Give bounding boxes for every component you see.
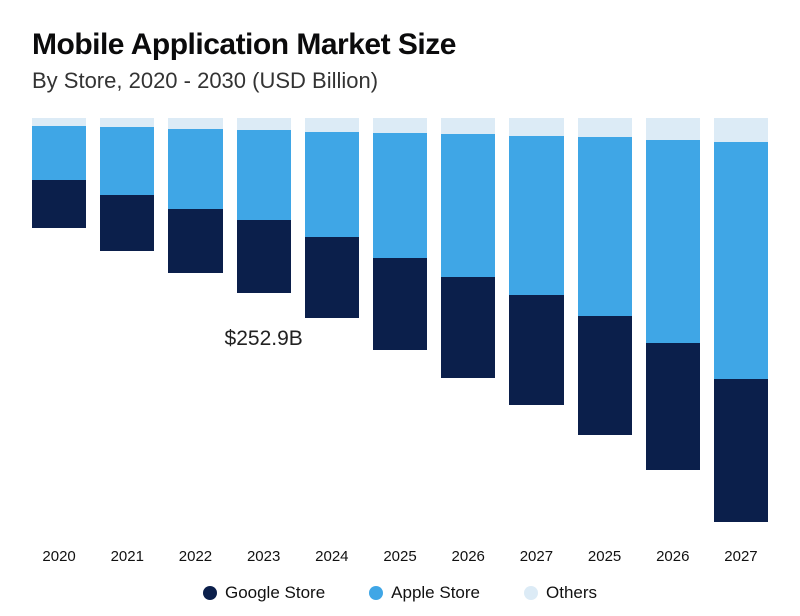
bar-segment-others bbox=[646, 118, 700, 140]
bars-container: $252.9B bbox=[32, 118, 768, 538]
chart-title: Mobile Application Market Size bbox=[32, 28, 768, 62]
bar-segment-apple bbox=[578, 137, 632, 317]
bar-segment-google bbox=[578, 316, 632, 435]
bar-segment-apple bbox=[441, 134, 495, 276]
bar bbox=[578, 118, 632, 435]
bar bbox=[168, 118, 222, 273]
bar-segment-others bbox=[441, 118, 495, 134]
x-axis-labels: 2020 2021 2022 2023 2024 2025 2026 2027 2025 2026… bbox=[32, 548, 768, 565]
bar bbox=[100, 118, 154, 251]
bar-segment-google bbox=[373, 258, 427, 349]
bar-segment-apple bbox=[168, 129, 222, 209]
bar-segment-others bbox=[32, 118, 86, 126]
callout-label: $252.9B bbox=[225, 327, 303, 351]
legend-label: Others bbox=[546, 583, 597, 603]
bar-segment-apple bbox=[305, 132, 359, 237]
bar bbox=[714, 118, 768, 522]
bar-segment-google bbox=[305, 237, 359, 318]
bar-segment-others bbox=[578, 118, 632, 137]
chart-subtitle: By Store, 2020 - 2030 (USD Billion) bbox=[32, 68, 768, 94]
x-tick-label: 2024 bbox=[305, 548, 359, 565]
bar-segment-apple bbox=[714, 142, 768, 379]
x-tick-label: 2025 bbox=[373, 548, 427, 565]
bar-segment-apple bbox=[373, 133, 427, 258]
bar-segment-others bbox=[509, 118, 563, 136]
bar bbox=[646, 118, 700, 470]
bar-segment-google bbox=[168, 209, 222, 273]
x-tick-label: 2023 bbox=[237, 548, 291, 565]
bar-column bbox=[373, 118, 427, 538]
bar-segment-google bbox=[714, 379, 768, 521]
x-tick-label: 2026 bbox=[646, 548, 700, 565]
bar-column: $252.9B bbox=[237, 118, 291, 538]
bar-segment-others bbox=[100, 118, 154, 127]
bar bbox=[441, 118, 495, 378]
legend-item: Apple Store bbox=[369, 583, 480, 603]
legend-label: Google Store bbox=[225, 583, 325, 603]
bar-segment-others bbox=[168, 118, 222, 129]
bar-segment-google bbox=[237, 220, 291, 293]
legend-swatch bbox=[369, 586, 383, 600]
bar-segment-others bbox=[373, 118, 427, 133]
bar bbox=[373, 118, 427, 350]
bar-segment-apple bbox=[646, 140, 700, 343]
bar-segment-apple bbox=[32, 126, 86, 180]
bar-segment-others bbox=[305, 118, 359, 132]
bar-segment-apple bbox=[100, 127, 154, 195]
bar bbox=[305, 118, 359, 318]
bar bbox=[509, 118, 563, 405]
bar-segment-google bbox=[32, 180, 86, 227]
chart-area: $252.9B 2020 2021 2022 2023 2024 2025 2026 2027… bbox=[32, 118, 768, 603]
x-tick-label: 2026 bbox=[441, 548, 495, 565]
x-tick-label: 2025 bbox=[578, 548, 632, 565]
bar-segment-google bbox=[441, 277, 495, 379]
bar-segment-others bbox=[714, 118, 768, 142]
legend: Google Store Apple Store Others bbox=[32, 583, 768, 603]
legend-swatch bbox=[524, 586, 538, 600]
bar-column bbox=[168, 118, 222, 538]
bar-column bbox=[646, 118, 700, 538]
x-tick-label: 2022 bbox=[168, 548, 222, 565]
bar-column bbox=[714, 118, 768, 538]
bar-column bbox=[441, 118, 495, 538]
bar-column bbox=[578, 118, 632, 538]
x-tick-label: 2020 bbox=[32, 548, 86, 565]
bar-segment-google bbox=[100, 195, 154, 251]
x-tick-label: 2021 bbox=[100, 548, 154, 565]
x-tick-label: 2027 bbox=[714, 548, 768, 565]
bar bbox=[32, 118, 86, 228]
bar-column bbox=[305, 118, 359, 538]
x-tick-label: 2027 bbox=[509, 548, 563, 565]
legend-item: Google Store bbox=[203, 583, 325, 603]
bar-segment-apple bbox=[509, 136, 563, 295]
bar bbox=[237, 118, 291, 293]
bar-segment-apple bbox=[237, 130, 291, 219]
bar-column bbox=[100, 118, 154, 538]
legend-item: Others bbox=[524, 583, 597, 603]
bar-segment-google bbox=[646, 343, 700, 470]
bar-segment-others bbox=[237, 118, 291, 130]
bar-column bbox=[32, 118, 86, 538]
legend-label: Apple Store bbox=[391, 583, 480, 603]
legend-swatch bbox=[203, 586, 217, 600]
bar-column bbox=[509, 118, 563, 538]
bar-segment-google bbox=[509, 295, 563, 405]
